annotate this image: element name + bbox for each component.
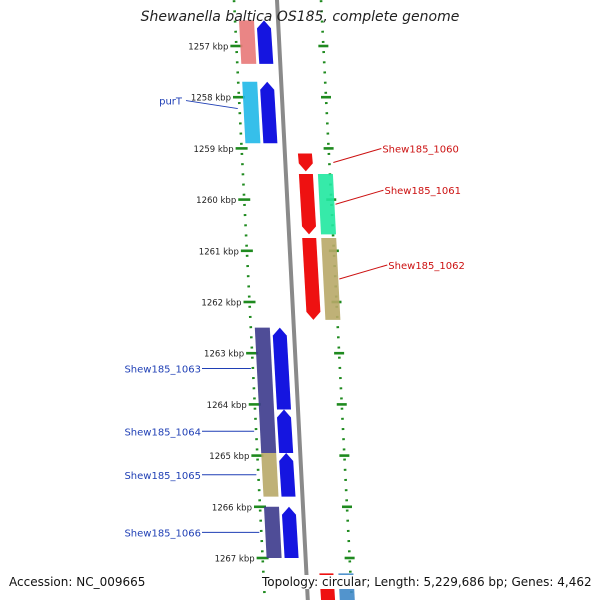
gene-label-leader <box>185 100 238 110</box>
cog-block[interactable] <box>259 409 277 454</box>
scale-tick-label: 1261 kbp <box>199 247 239 257</box>
scale-tick-label: 1266 kbp <box>212 503 252 513</box>
gene-label-leader <box>335 189 384 205</box>
gene-label[interactable]: Shew185_1060 <box>382 144 459 155</box>
gene-label[interactable]: Shew185_1061 <box>384 186 461 197</box>
cog-block[interactable] <box>254 327 274 410</box>
cog-block[interactable] <box>317 174 336 235</box>
gene-arrow-plus[interactable] <box>272 327 291 410</box>
scale-tick-label: 1264 kbp <box>207 401 247 411</box>
gene-arrow-plus[interactable] <box>260 81 278 144</box>
gene-label[interactable]: Shew185_1062 <box>388 261 465 272</box>
scale-tick-label: 1260 kbp <box>196 196 236 206</box>
scale-tick-label: 1263 kbp <box>204 350 244 360</box>
cog-block[interactable] <box>264 506 282 558</box>
gene-label-leader <box>333 147 382 163</box>
gene-label[interactable]: Shew185_1063 <box>124 365 201 376</box>
scale-tick-label: 1262 kbp <box>201 299 241 309</box>
gene-arrow-minus[interactable] <box>298 174 316 235</box>
scale-tick-label: 1265 kbp <box>209 452 249 462</box>
cog-block[interactable] <box>239 20 257 64</box>
scale-tick-label: 1259 kbp <box>194 145 234 155</box>
gene-label-leader <box>339 264 388 280</box>
accession-text: Accession: NC_009665 <box>9 575 146 589</box>
cog-block[interactable] <box>321 238 341 320</box>
scale-tick-label: 1258 kbp <box>191 94 231 104</box>
gene-label[interactable]: Shew185_1065 <box>124 471 201 482</box>
gene-arrow-plus[interactable] <box>279 453 296 497</box>
gene-label[interactable]: Shew185_1064 <box>124 427 201 438</box>
cog-block[interactable] <box>261 453 279 497</box>
scale-tick-label: 1257 kbp <box>188 43 228 53</box>
gene-arrow-minus[interactable] <box>302 238 321 320</box>
inner-tick-ring <box>232 0 267 600</box>
genome-backbone <box>274 0 310 600</box>
gene-label[interactable]: Shew185_1066 <box>124 528 201 539</box>
gene-label[interactable]: purT <box>159 97 183 108</box>
gene-arrow-minus[interactable] <box>297 153 313 172</box>
scale-tick-label: 1267 kbp <box>215 555 255 565</box>
gene-arrow-plus[interactable] <box>282 506 299 558</box>
genome-summary-text: Topology: circular; Length: 5,229,686 bp… <box>262 575 592 589</box>
gene-arrow-plus[interactable] <box>277 409 294 454</box>
gene-arrow-plus[interactable] <box>257 20 274 64</box>
map-title: Shewanella baltica OS185, complete genom… <box>140 9 460 25</box>
cog-block[interactable] <box>242 81 261 144</box>
outer-tick-ring <box>319 0 354 600</box>
